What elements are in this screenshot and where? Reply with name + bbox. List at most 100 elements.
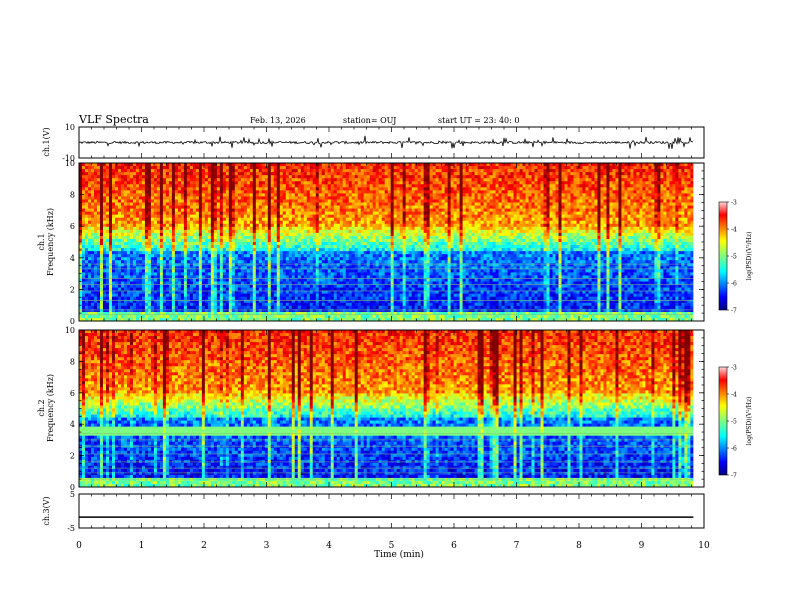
spectrogram-cell (336, 287, 341, 292)
spectrogram-cell (207, 181, 212, 185)
spectrogram-cell (249, 229, 254, 234)
spectrogram-cell (105, 214, 110, 219)
spectrogram-cell (228, 169, 233, 173)
spectrogram-cell (102, 284, 107, 288)
spectrogram-cell (285, 311, 290, 316)
spectrogram-cell (237, 311, 242, 316)
spectrogram-cell (225, 251, 230, 255)
spectrogram-cell (183, 169, 188, 173)
spectrogram-cell (207, 196, 212, 200)
spectrogram-cell (336, 187, 341, 191)
spectrogram-cell (102, 166, 107, 170)
spectrogram-cell (336, 293, 341, 298)
spectrogram-cell (351, 302, 356, 307)
spectrogram-cell (333, 226, 338, 231)
spectrogram-cell (135, 260, 140, 264)
spectrogram-cell (186, 181, 191, 185)
spectrogram-cell (204, 223, 209, 228)
spectrogram-cell (228, 235, 233, 240)
spectrogram-cell (255, 275, 260, 279)
spectrogram-cell (288, 202, 293, 206)
spectrogram-cell (141, 269, 146, 273)
spectrogram-cell (150, 190, 155, 194)
spectrogram-cell (150, 287, 155, 292)
spectrogram-cell (264, 257, 269, 261)
spectrogram-cell (324, 272, 329, 276)
spectrogram-cell (348, 293, 353, 298)
spectrogram-cell (204, 193, 209, 197)
spectrogram-cell (306, 272, 311, 276)
spectrogram-cell (180, 314, 185, 319)
spectrogram-cell (144, 275, 149, 279)
spectrogram-cell (105, 220, 110, 225)
spectrogram-cell (297, 166, 302, 170)
spectrogram-cell (321, 269, 326, 273)
spectrogram-cell (261, 232, 266, 237)
spectrogram-cell (186, 242, 191, 246)
spectrogram-cell (243, 217, 248, 222)
spectrogram-cell (303, 296, 308, 301)
spectrogram-cell (159, 169, 164, 173)
spectrogram-cell (108, 248, 113, 252)
spectrogram-cell (84, 257, 89, 261)
spectrogram-cell (267, 287, 272, 292)
spectrogram-cell (222, 260, 227, 264)
spectrogram-cell (183, 196, 188, 200)
spectrogram-cell (234, 287, 239, 292)
spectrogram-cell (255, 202, 260, 206)
spectrogram-cell (186, 172, 191, 176)
spectrogram-cell (96, 272, 101, 276)
spectrogram-cell (79, 296, 83, 301)
spectrogram-cell (342, 317, 347, 322)
spectrogram-cell (216, 317, 221, 322)
spectrogram-cell (93, 238, 98, 243)
spectrogram-cell (114, 242, 119, 246)
spectrogram-cell (285, 199, 290, 203)
spectrogram-cell (234, 260, 239, 264)
spectrogram-cell (225, 242, 230, 246)
spectrogram-cell (351, 245, 356, 249)
spectrogram-cell (330, 284, 335, 288)
spectrogram-cell (327, 214, 332, 219)
spectrogram-cell (249, 302, 254, 307)
spectrogram-cell (213, 308, 218, 313)
spectrogram-cell (294, 305, 299, 310)
spectrogram-cell (297, 226, 302, 231)
spectrogram-cell (114, 278, 119, 282)
spectrogram-cell (153, 163, 158, 167)
spectrogram-cell (201, 223, 206, 228)
spectrogram-cell (165, 284, 170, 288)
spectrogram-cell (303, 254, 308, 258)
spectrogram-cell (87, 248, 92, 252)
spectrogram-cell (84, 184, 89, 188)
spectrogram-cell (84, 311, 89, 316)
spectrogram-cell (150, 242, 155, 246)
spectrogram-cell (288, 308, 293, 313)
spectrogram-cell (219, 293, 224, 298)
spectrogram-cell (99, 281, 104, 285)
spectrogram-cell (189, 232, 194, 237)
spectrogram-cell (345, 208, 350, 213)
spectrogram-cell (225, 226, 230, 231)
spectrogram-cell (165, 296, 170, 301)
spectrogram-cell (345, 217, 350, 222)
spectrogram-cell (123, 181, 128, 185)
spectrogram-cell (108, 251, 113, 255)
spectrogram-cell (219, 281, 224, 285)
spectrogram-cell (111, 199, 116, 203)
spectrogram-cell (321, 193, 326, 197)
spectrogram-cell (213, 181, 218, 185)
spectrogram-cell (249, 260, 254, 264)
spectrogram-cell (96, 296, 101, 301)
spectrogram-cell (261, 266, 266, 270)
spectrogram-cell (147, 199, 152, 203)
spectrogram-cell (309, 278, 314, 282)
spectrogram-cell (177, 208, 182, 213)
spectrogram-cell (297, 263, 302, 267)
spectrogram-cell (315, 257, 320, 261)
spectrogram-cell (240, 178, 245, 182)
spectrogram-cell (327, 248, 332, 252)
spectrogram-cell (186, 229, 191, 234)
spectrogram-cell (219, 272, 224, 276)
spectrogram-cell (330, 208, 335, 213)
